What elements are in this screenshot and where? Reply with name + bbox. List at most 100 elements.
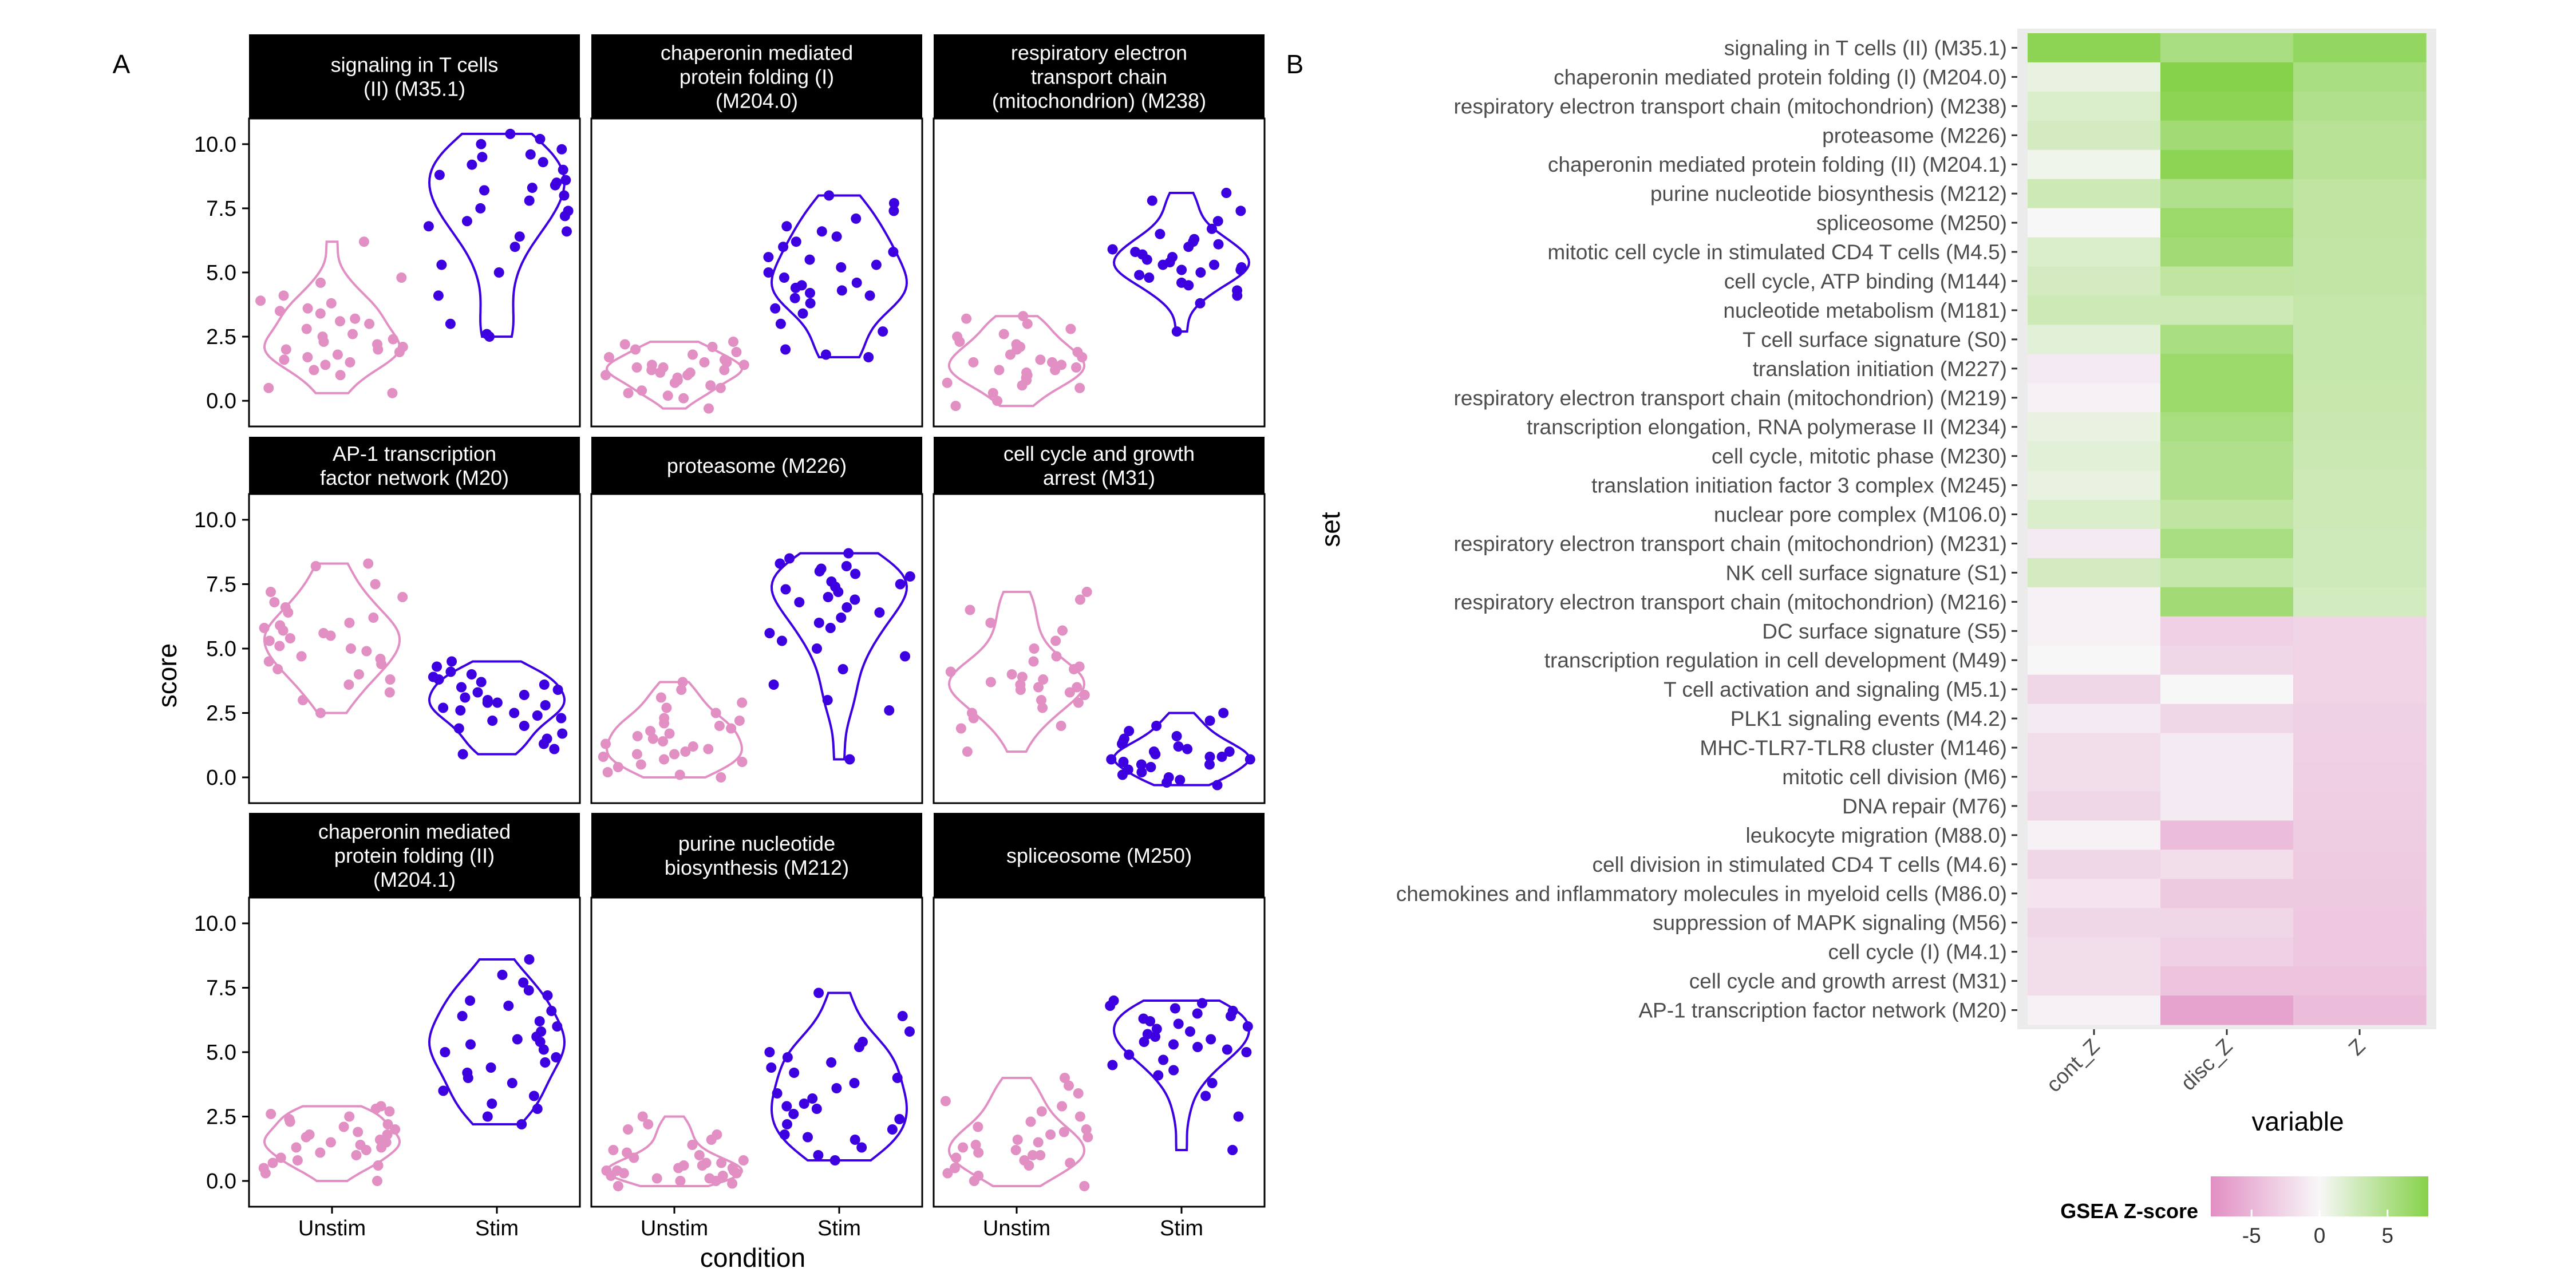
heatmap-cell [2160, 850, 2294, 879]
heatmap-row-label: mitotic cell cycle in stimulated CD4 T c… [1547, 240, 2007, 264]
data-point-stim [770, 303, 781, 314]
data-point-stim [519, 690, 530, 700]
data-point-stim [1189, 234, 1200, 244]
data-point-stim [781, 221, 792, 232]
data-point-stim [856, 1142, 867, 1153]
data-point-stim [778, 242, 789, 252]
data-point-stim [813, 618, 824, 628]
heatmap-cell [2293, 879, 2427, 908]
data-point-unstim [738, 359, 749, 370]
facet-strip [591, 813, 922, 898]
data-point-unstim [646, 359, 657, 370]
data-point-stim [1108, 995, 1119, 1006]
heatmap-cell [2028, 791, 2161, 821]
violin-unstim [605, 1115, 744, 1187]
data-point-stim [546, 1006, 557, 1016]
data-point-stim [503, 1001, 514, 1011]
heatmap-cell [2028, 762, 2161, 792]
data-point-unstim [347, 329, 358, 339]
data-point-unstim [1012, 1135, 1023, 1145]
data-point-stim [1192, 1008, 1203, 1019]
data-point-unstim [1047, 357, 1057, 368]
heatmap-cell [2160, 995, 2294, 1025]
data-point-unstim [373, 1160, 384, 1171]
data-point-stim [789, 1068, 800, 1078]
data-point-stim [805, 287, 815, 298]
data-point-stim [551, 177, 562, 188]
facet-title-line: spliceosome (M250) [1006, 844, 1192, 867]
data-point-unstim [1015, 679, 1026, 690]
heatmap-cell [2160, 529, 2294, 559]
data-point-stim [1134, 270, 1145, 280]
data-point-stim [1119, 733, 1129, 744]
data-point-unstim [284, 1114, 295, 1124]
data-point-unstim [1064, 1080, 1074, 1091]
heatmap-row-label: chaperonin mediated protein folding (II)… [1548, 153, 2007, 176]
data-point-unstim [994, 365, 1005, 376]
data-point-stim [514, 231, 525, 242]
data-point-stim [423, 221, 434, 232]
data-point-unstim [658, 736, 669, 746]
data-point-stim [904, 1026, 915, 1037]
data-point-unstim [318, 628, 329, 638]
data-point-stim [482, 1111, 493, 1122]
data-point-stim [1168, 1065, 1179, 1076]
data-point-unstim [1073, 1088, 1084, 1099]
data-point-unstim [710, 708, 721, 718]
data-point-unstim [716, 772, 726, 783]
violin-unstim [948, 1077, 1085, 1187]
facet-title-line: proteasome (M226) [667, 454, 847, 477]
data-point-stim [532, 710, 543, 721]
data-point-stim [1241, 1047, 1252, 1057]
data-point-stim [535, 133, 546, 144]
data-point-unstim [678, 1160, 689, 1171]
data-point-unstim [647, 733, 658, 744]
data-point-stim [1207, 223, 1217, 234]
data-point-unstim [1028, 1150, 1038, 1160]
heatmap-cell [2293, 529, 2427, 559]
heatmap-cell [2160, 383, 2294, 413]
data-point-stim [1151, 721, 1162, 731]
data-point-stim [487, 1099, 497, 1109]
data-point-stim [1167, 252, 1178, 263]
facet-strip [249, 813, 580, 898]
data-point-stim [516, 1119, 527, 1129]
heatmap-cell [2028, 908, 2161, 938]
heatmap-row-label: T cell surface signature (S0) [1743, 328, 2007, 351]
data-point-stim [775, 318, 786, 329]
data-point-unstim [967, 708, 977, 718]
data-point-stim [477, 152, 488, 163]
data-point-unstim [298, 695, 309, 705]
heatmap-cell [2160, 179, 2294, 209]
data-point-unstim [705, 380, 716, 391]
data-point-stim [1185, 1026, 1195, 1037]
heatmap-cell [2293, 62, 2427, 92]
data-point-stim [803, 1132, 813, 1143]
heatmap-row-label: cell cycle, ATP binding (M144) [1724, 270, 2007, 293]
data-point-unstim [613, 762, 623, 772]
data-point-unstim [292, 1155, 303, 1165]
data-point-stim [1204, 716, 1215, 726]
facet-strip [934, 437, 1265, 494]
violin-stim [770, 194, 908, 358]
heatmap-row-label: T cell activation and signaling (M5.1) [1664, 678, 2007, 701]
data-point-unstim [263, 656, 274, 667]
data-point-unstim [368, 613, 379, 623]
data-point-unstim [678, 393, 689, 404]
data-point-stim [849, 1078, 860, 1088]
data-point-unstim [1028, 656, 1039, 667]
facet-strip [934, 813, 1265, 898]
heatmap-cell [2293, 733, 2427, 763]
y-tick-label: 10.0 [194, 133, 236, 157]
heatmap-cell [2028, 616, 2161, 646]
data-point-unstim [267, 1157, 278, 1168]
heatmap-cell [2028, 33, 2161, 63]
data-point-unstim [962, 746, 973, 757]
heatmap-row-label: leukocyte migration (M88.0) [1745, 824, 2007, 847]
data-point-stim [528, 1091, 539, 1101]
data-point-stim [878, 326, 888, 337]
data-point-stim [775, 558, 785, 569]
heatmap-cell [2028, 179, 2161, 209]
